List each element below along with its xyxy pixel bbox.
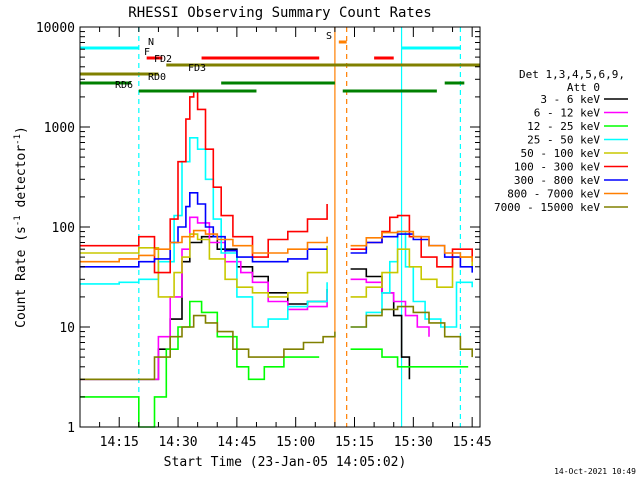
x-axis-ticks: 14:15 14:30 14:45 15:00 15:15 15:30 15:45 [79,27,492,450]
y-axis-label-mid: detector [14,145,29,216]
series-line-6-12-kev [80,216,430,381]
flag-label-f: F [144,47,150,58]
series-line-300-800-kev [80,192,473,273]
x-axis-label: Start Time (23-Jan-05 14:05:02) [164,455,407,470]
y-tick-label: 10000 [36,21,75,36]
y-tick-label: 1000 [44,121,75,136]
chart-title: RHESSI Observing Summary Count Rates [128,5,431,21]
y-tick-label: 10 [59,321,75,336]
x-tick-label: 15:30 [394,435,433,450]
legend-label-12-25-kev: 12 - 25 keV [527,120,600,133]
legend-label-7000-15000-kev: 7000 - 15000 keV [494,201,600,214]
legend-label-100-300-kev: 100 - 300 keV [514,161,600,174]
y-tick-label: 100 [52,221,75,236]
y-axis-label-sup1: -1 [13,215,23,226]
x-tick-label: 15:15 [335,435,374,450]
series-line-800-7000-kev [80,229,473,263]
y-axis-label: Count Rate (s-1 detector-1) [13,126,29,328]
flag-label-fd3: FD3 [188,63,206,74]
legend-label-6-12-kev: 6 - 12 keV [534,107,601,120]
flag-label-n: N [148,37,154,48]
footer-date: 14-Oct-2021 10:49 [554,467,636,476]
x-tick-label: 15:45 [453,435,492,450]
y-axis-label-sup2: -1 [13,134,23,145]
y-axis-ticks: 1 10 100 1000 10000 [36,21,480,436]
x-tick-label: 15:00 [276,435,315,450]
vertical-markers [138,27,461,427]
flag-label-rd6: RD6 [115,80,133,91]
x-tick-label: 14:45 [217,435,256,450]
flag-label-rd0: RD0 [148,72,166,83]
legend-label-50-100-kev: 50 - 100 keV [521,147,601,160]
series-line-50-100-kev [80,233,473,298]
legend-label-25-50-kev: 25 - 50 keV [527,134,600,147]
x-tick-label: 14:15 [100,435,139,450]
series-line-12-25-kev [80,300,469,428]
flag-label-s: S [326,31,332,42]
x-tick-label: 14:30 [158,435,197,450]
legend-label-300-800-kev: 300 - 800 keV [514,174,600,187]
series-line-7000-15000-kev [80,305,473,381]
y-axis-label-main: Count Rate (s [14,226,29,328]
legend-label-800-7000-kev: 800 - 7000 keV [507,188,600,201]
legend-label-3-6-kev: 3 - 6 keV [540,93,600,106]
flag-bars: N S F FD2 FD3 RD0 RD6 [80,31,480,93]
y-axis-label-end: ) [14,126,29,134]
series-lines [80,90,473,428]
flag-label-fd2: FD2 [154,54,172,65]
legend-title-line1: Det 1,3,4,5,6,9, [519,68,625,81]
y-tick-label: 1 [67,421,75,436]
legend-title-line2: Att 0 [567,81,600,94]
